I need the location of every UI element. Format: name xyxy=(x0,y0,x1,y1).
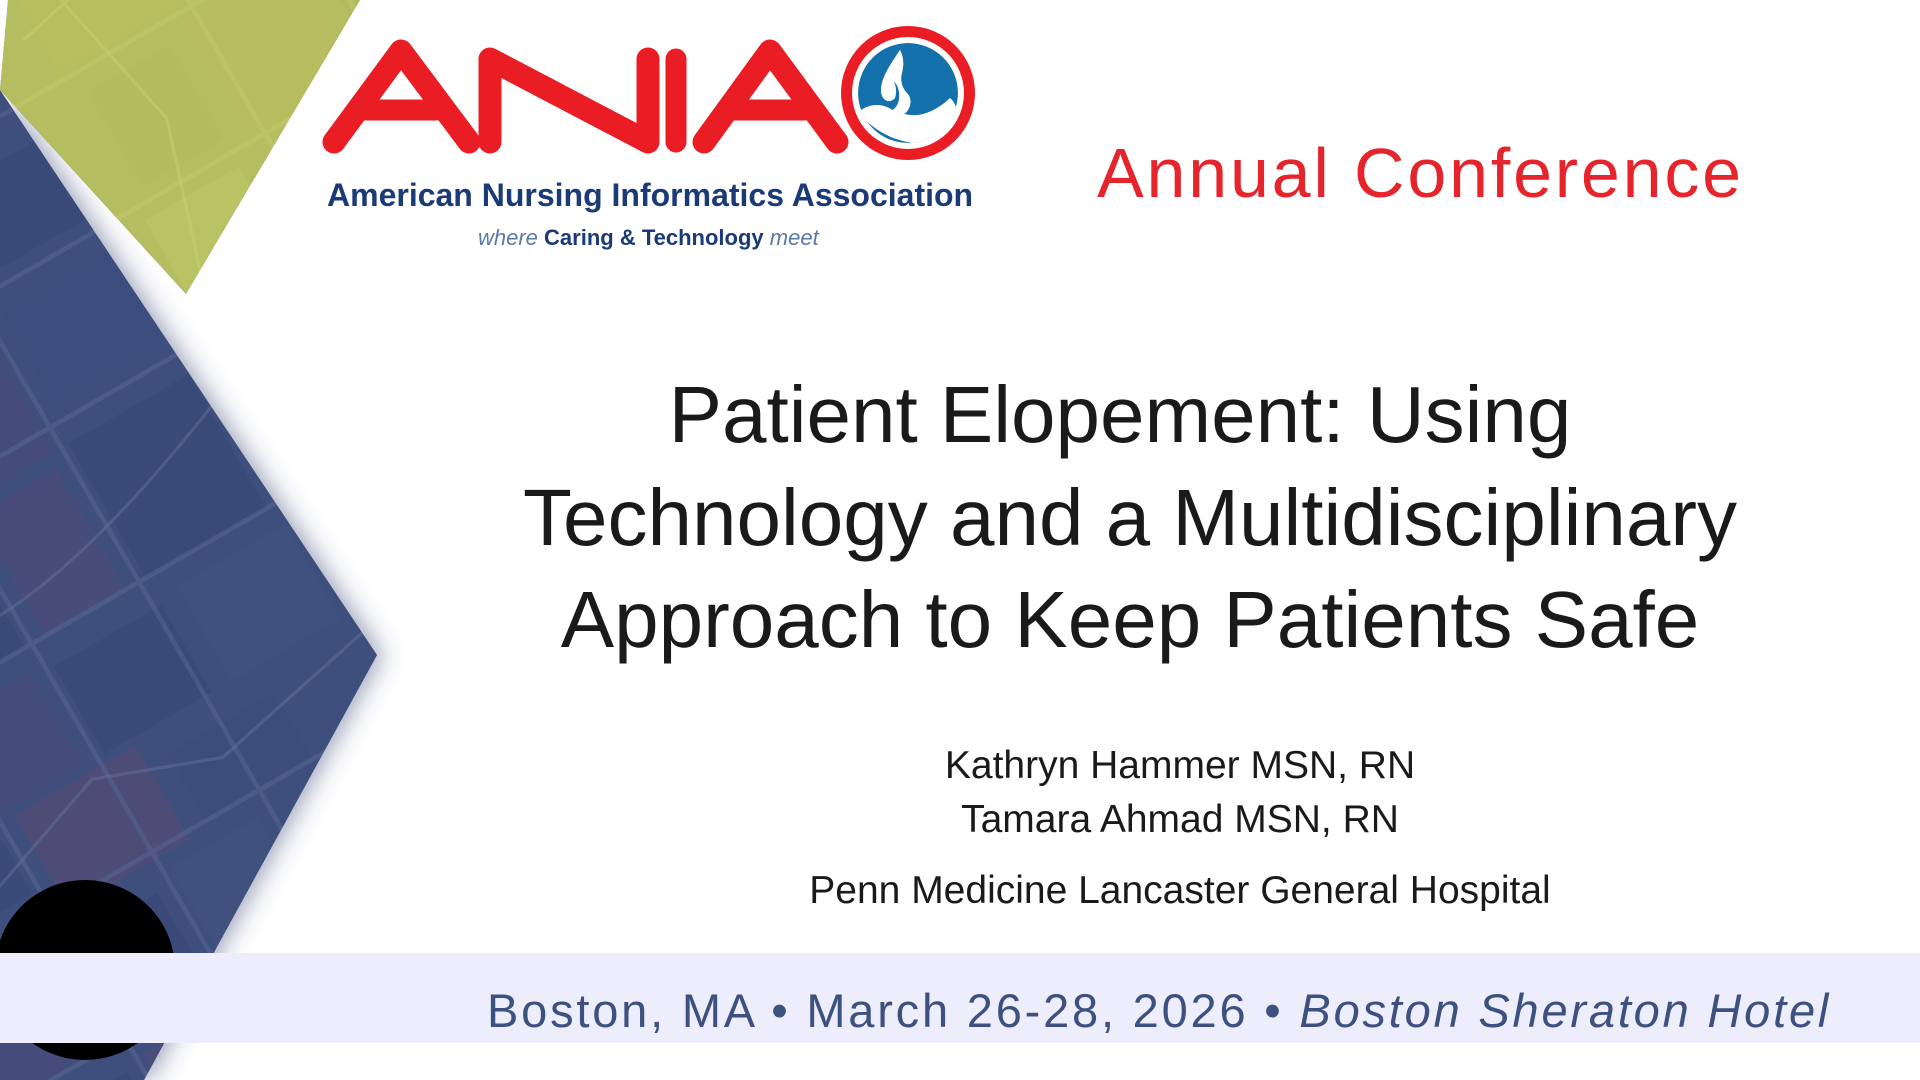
svg-text:Approach to Keep Patients Safe: Approach to Keep Patients Safe xyxy=(561,575,1700,664)
svg-text:Penn Medicine Lancaster Genera: Penn Medicine Lancaster General Hospital xyxy=(809,869,1550,912)
svg-text:Patient Elopement: Using: Patient Elopement: Using xyxy=(669,370,1572,459)
svg-text:Technology and a Multidiscipli: Technology and a Multidisciplinary xyxy=(523,473,1737,562)
svg-text:Boston, MA • March 26-28, 2026: Boston, MA • March 26-28, 2026 • Boston … xyxy=(487,984,1831,1037)
svg-text:Tamara Ahmad MSN, RN: Tamara Ahmad MSN, RN xyxy=(961,798,1399,841)
svg-text:where Caring & Technology meet: where Caring & Technology meet xyxy=(478,225,820,250)
svg-text:Annual Conference: Annual Conference xyxy=(1097,134,1744,212)
svg-text:Kathryn Hammer MSN, RN: Kathryn Hammer MSN, RN xyxy=(945,744,1415,787)
svg-text:American Nursing Informatics A: American Nursing Informatics Association xyxy=(327,177,973,213)
